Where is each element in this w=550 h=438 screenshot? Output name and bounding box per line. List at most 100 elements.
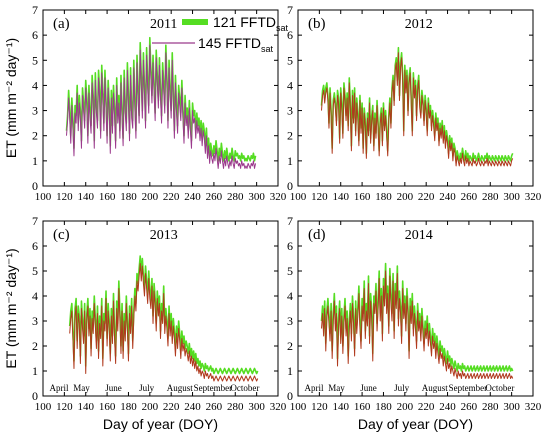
y-tick-label: 1 — [287, 154, 293, 168]
panel-year-title: 2012 — [405, 17, 433, 32]
x-tick-label: 140 — [332, 401, 349, 413]
y-tick-label: 0 — [287, 179, 293, 193]
y-tick-label: 2 — [32, 339, 38, 353]
panel-2: 100 120 140 160 180 200 220 240 260 280 300 320 0 1 2 3… — [287, 3, 542, 203]
y-tick-label: 4 — [287, 289, 293, 303]
x-tick-label: 240 — [439, 401, 456, 413]
y-tick-label: 6 — [287, 239, 293, 253]
month-label: April — [305, 383, 324, 393]
y-tick-label: 2 — [32, 129, 38, 143]
plot-frame — [42, 9, 279, 187]
x-tick-label: 180 — [120, 401, 137, 413]
x-tick-label: 100 — [35, 401, 52, 413]
y-tick-label: 3 — [287, 104, 293, 118]
x-tick-label: 320 — [270, 191, 287, 203]
x-tick-label: 300 — [248, 191, 265, 203]
x-tick-label: 280 — [227, 401, 244, 413]
plot-frame — [297, 9, 534, 187]
y-tick-label: 2 — [287, 339, 293, 353]
month-label: August — [422, 383, 449, 393]
panel-year-title: 2014 — [405, 228, 433, 243]
legend-label: 145 FFTDsat — [198, 35, 274, 54]
month-label: October — [230, 383, 259, 393]
x-tick-label: 300 — [503, 191, 520, 203]
x-tick-label: 300 — [503, 401, 520, 413]
panel-label: (c) — [53, 227, 70, 243]
y-tick-label: 5 — [287, 264, 293, 278]
y-tick-label: 7 — [32, 214, 38, 228]
x-tick-label: 160 — [354, 191, 371, 203]
legend-label: 121 FFTDsat — [213, 14, 289, 33]
month-label: September — [194, 383, 233, 393]
x-tick-label: 280 — [482, 191, 499, 203]
month-label: September — [449, 383, 488, 393]
y-tick-label: 3 — [32, 314, 38, 328]
month-label: June — [105, 383, 122, 393]
x-axis-label: Day of year (DOY) — [358, 416, 473, 432]
x-tick-label: 200 — [142, 191, 159, 203]
month-label: August — [167, 383, 194, 393]
y-tick-label: 2 — [287, 129, 293, 143]
y-tick-label: 6 — [32, 239, 38, 253]
x-tick-label: 260 — [461, 191, 478, 203]
x-tick-label: 180 — [375, 191, 392, 203]
y-tick-label: 1 — [32, 154, 38, 168]
month-label: April — [50, 383, 69, 393]
month-label: May — [73, 383, 90, 393]
series-line-145-fftd — [321, 270, 514, 379]
month-label: May — [328, 383, 345, 393]
y-axis-label: ET (mm m⁻² day⁻¹) — [3, 38, 19, 158]
x-tick-label: 240 — [184, 191, 201, 203]
panel-4: 100 120 140 160 180 200 220 240 260 280 300 320 0 1 2 3… — [287, 214, 542, 432]
y-tick-label: 0 — [32, 179, 38, 193]
x-tick-label: 260 — [206, 191, 223, 203]
panel-1: 100 120 140 160 180 200 220 240 260 280 300 320 0 1 2 3… — [3, 3, 289, 203]
month-label: July — [394, 383, 410, 393]
x-tick-label: 240 — [184, 401, 201, 413]
month-label: October — [485, 383, 514, 393]
x-tick-label: 180 — [375, 401, 392, 413]
series-line-145-fftd — [321, 52, 514, 167]
x-tick-label: 120 — [56, 401, 73, 413]
x-tick-label: 140 — [332, 191, 349, 203]
x-tick-label: 260 — [461, 401, 478, 413]
panel-label: (b) — [308, 16, 326, 32]
x-tick-label: 140 — [77, 191, 94, 203]
plot-frame — [297, 220, 534, 397]
x-tick-label: 320 — [525, 191, 542, 203]
x-tick-label: 200 — [397, 191, 414, 203]
legend-label-subscript: sat — [276, 23, 289, 33]
x-tick-label: 320 — [525, 401, 542, 413]
month-label: July — [139, 383, 155, 393]
x-tick-label: 160 — [99, 191, 116, 203]
y-tick-label: 5 — [287, 53, 293, 67]
y-tick-label: 0 — [32, 389, 38, 403]
month-label: June — [360, 383, 377, 393]
y-axis-label: ET (mm m⁻² day⁻¹) — [3, 248, 19, 368]
y-tick-label: 3 — [287, 314, 293, 328]
panel-label: (a) — [53, 16, 70, 32]
x-tick-label: 120 — [311, 401, 328, 413]
x-tick-label: 300 — [248, 401, 265, 413]
y-tick-label: 7 — [287, 214, 293, 228]
legend: 121 FFTDsat 145 FFTDsat — [152, 14, 289, 54]
y-tick-label: 5 — [32, 264, 38, 278]
x-tick-label: 160 — [354, 401, 371, 413]
y-tick-label: 0 — [287, 389, 293, 403]
x-tick-label: 100 — [290, 401, 307, 413]
x-tick-label: 320 — [270, 401, 287, 413]
y-tick-label: 4 — [32, 78, 38, 92]
x-tick-label: 120 — [56, 191, 73, 203]
y-tick-label: 3 — [32, 104, 38, 118]
x-tick-label: 140 — [77, 401, 94, 413]
panel-3: 100 120 140 160 180 200 220 240 260 280 300 320 0 1 2 3… — [3, 214, 287, 432]
panel-label: (d) — [308, 227, 326, 243]
y-tick-label: 6 — [32, 28, 38, 42]
y-tick-label: 6 — [287, 28, 293, 42]
x-tick-label: 200 — [142, 401, 159, 413]
y-tick-label: 5 — [32, 53, 38, 67]
x-tick-label: 220 — [163, 191, 180, 203]
x-tick-label: 160 — [99, 401, 116, 413]
series-line-145-fftd — [69, 263, 259, 382]
